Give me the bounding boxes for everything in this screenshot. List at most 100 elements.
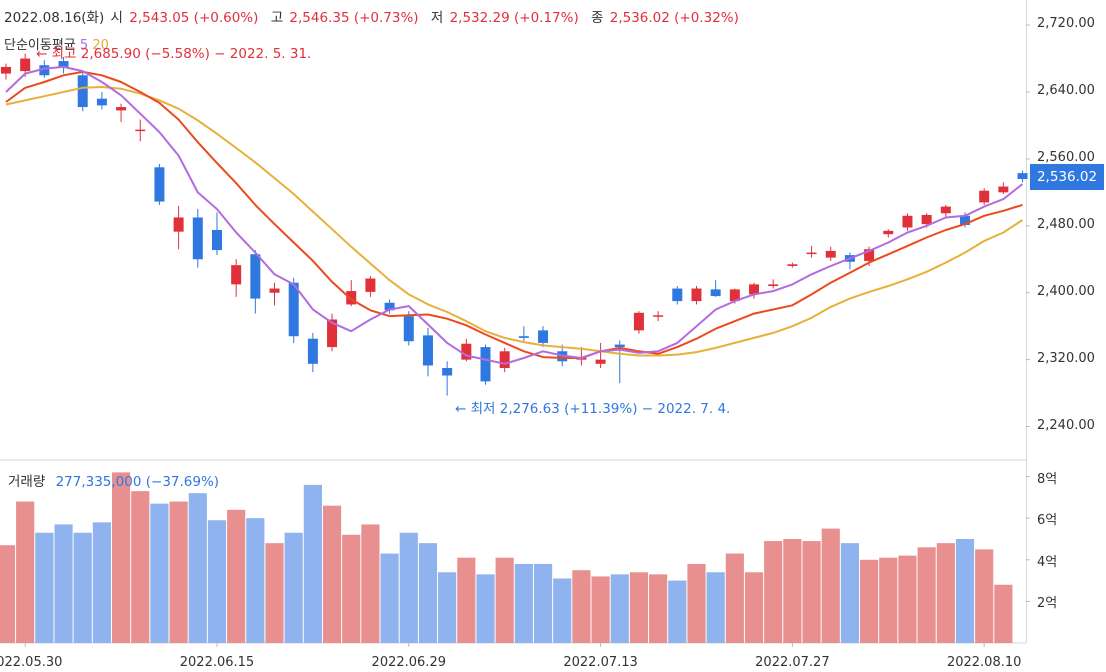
volume-bar (783, 538, 802, 643)
volume-bar (802, 541, 821, 643)
ma-legend-20: 20 (92, 38, 109, 53)
volume-bar (16, 501, 35, 643)
close-value: 2,536.02 (+0.32%) (609, 10, 739, 26)
volume-bar (879, 557, 898, 643)
volume-bar (54, 524, 73, 643)
candle-body (1, 66, 11, 74)
volume-bar (73, 532, 92, 643)
volume-bar (725, 553, 744, 643)
volume-bar (35, 532, 54, 643)
volume-label: 거래량 (8, 474, 46, 490)
volume-bar (246, 518, 265, 643)
volume-bar (860, 559, 879, 643)
volume-bar (188, 493, 207, 643)
candle-body (403, 316, 414, 342)
price-tick-label: 2,240.00 (1037, 417, 1095, 433)
date-tick-label: 2022.07.27 (755, 655, 830, 670)
volume-bar (361, 524, 380, 643)
volume-bar (92, 522, 111, 643)
volume-bar (553, 578, 572, 643)
min-price-annotation: ← 최저 2,276.63 (+11.39%) − 2022. 7. 4. (455, 401, 731, 417)
candle-body (825, 250, 836, 258)
candle-body (384, 302, 395, 311)
candle-body (173, 217, 184, 232)
volume-bar (936, 543, 955, 643)
volume-bar (610, 574, 629, 643)
candle-body (250, 254, 261, 299)
date-tick-label: 2022.06.29 (371, 655, 446, 670)
candle-body (979, 190, 990, 203)
open-label: 시 (110, 10, 123, 26)
volume-bar (572, 570, 591, 643)
date-tick-label: 2022.06.15 (179, 655, 255, 670)
volume-title: 거래량 277,335,000 (−37.69%) (8, 470, 219, 490)
candle-body (116, 107, 127, 111)
volume-bar (706, 572, 725, 643)
volume-tick-label: 6억 (1037, 513, 1058, 529)
ma-legend-label: 단순이동평균 (4, 38, 76, 53)
candle-body (327, 319, 338, 348)
candle-body (499, 351, 510, 368)
candle-body (749, 284, 760, 295)
low-label: 저 (430, 10, 444, 26)
volume-bar (418, 543, 438, 643)
ma-legend: 단순이동평균 5 20 (4, 34, 109, 53)
volume-bar (994, 584, 1013, 643)
candles (1, 53, 1028, 396)
candle-body (710, 289, 721, 297)
candle-body (653, 315, 664, 317)
volume-bar (975, 549, 994, 643)
candle-body (672, 288, 683, 302)
close-label: 종 (591, 10, 604, 26)
price-tick-label: 2,720.00 (1037, 16, 1095, 32)
volume-bar (764, 541, 783, 643)
volume-bar (687, 563, 706, 643)
volume-bar (476, 574, 495, 643)
candle-body (538, 330, 549, 343)
candle-body (231, 265, 242, 285)
candle-body (365, 278, 376, 292)
volume-bar (457, 557, 476, 643)
max-price-annotation: ← 최고 2,685.90 (−5.58%) − 2022. 5. 31. (36, 46, 312, 62)
candle-body (864, 249, 875, 261)
candle-body (269, 288, 280, 293)
candle-body (883, 230, 894, 235)
ma10-line (5, 70, 1023, 359)
candle-body (921, 214, 932, 225)
candle-body (787, 264, 798, 266)
high-label: 고 (270, 10, 284, 26)
candle-body (346, 291, 357, 305)
price-tick-label: 2,640.00 (1037, 83, 1095, 98)
candle-body (77, 75, 88, 108)
volume-bars (0, 472, 1013, 643)
candle-body (96, 98, 107, 106)
volume-bar (399, 532, 418, 643)
date-tick-label: 2022.08.10 (946, 655, 1022, 670)
candle-body (595, 359, 606, 364)
volume-bar (380, 553, 399, 643)
candle-body (211, 230, 222, 251)
volume-bar (265, 543, 284, 643)
ma-legend-5: 5 (79, 38, 89, 53)
volume-bar (591, 576, 610, 643)
volume-bar (0, 545, 16, 643)
candle-body (307, 338, 318, 364)
volume-bar (150, 503, 169, 643)
candle-body (58, 61, 69, 67)
price-tick-label: 2,320.00 (1037, 350, 1095, 366)
candle-body (480, 347, 491, 382)
volume-bar (821, 528, 840, 643)
candle-body (422, 335, 433, 366)
volume-bar (131, 491, 150, 643)
candle-body (288, 282, 299, 337)
current-price-tag: 2,536.02 (1030, 164, 1104, 190)
volume-bar (629, 572, 649, 643)
open-value: 2,543.05 (+0.60%) (129, 10, 259, 26)
candle-body (960, 215, 970, 225)
candle-body (806, 252, 817, 255)
high-value: 2,546.35 (+0.73%) (289, 10, 419, 26)
ma20-line (5, 86, 1024, 357)
volume-bar (917, 547, 936, 643)
volume-bar (322, 505, 342, 643)
